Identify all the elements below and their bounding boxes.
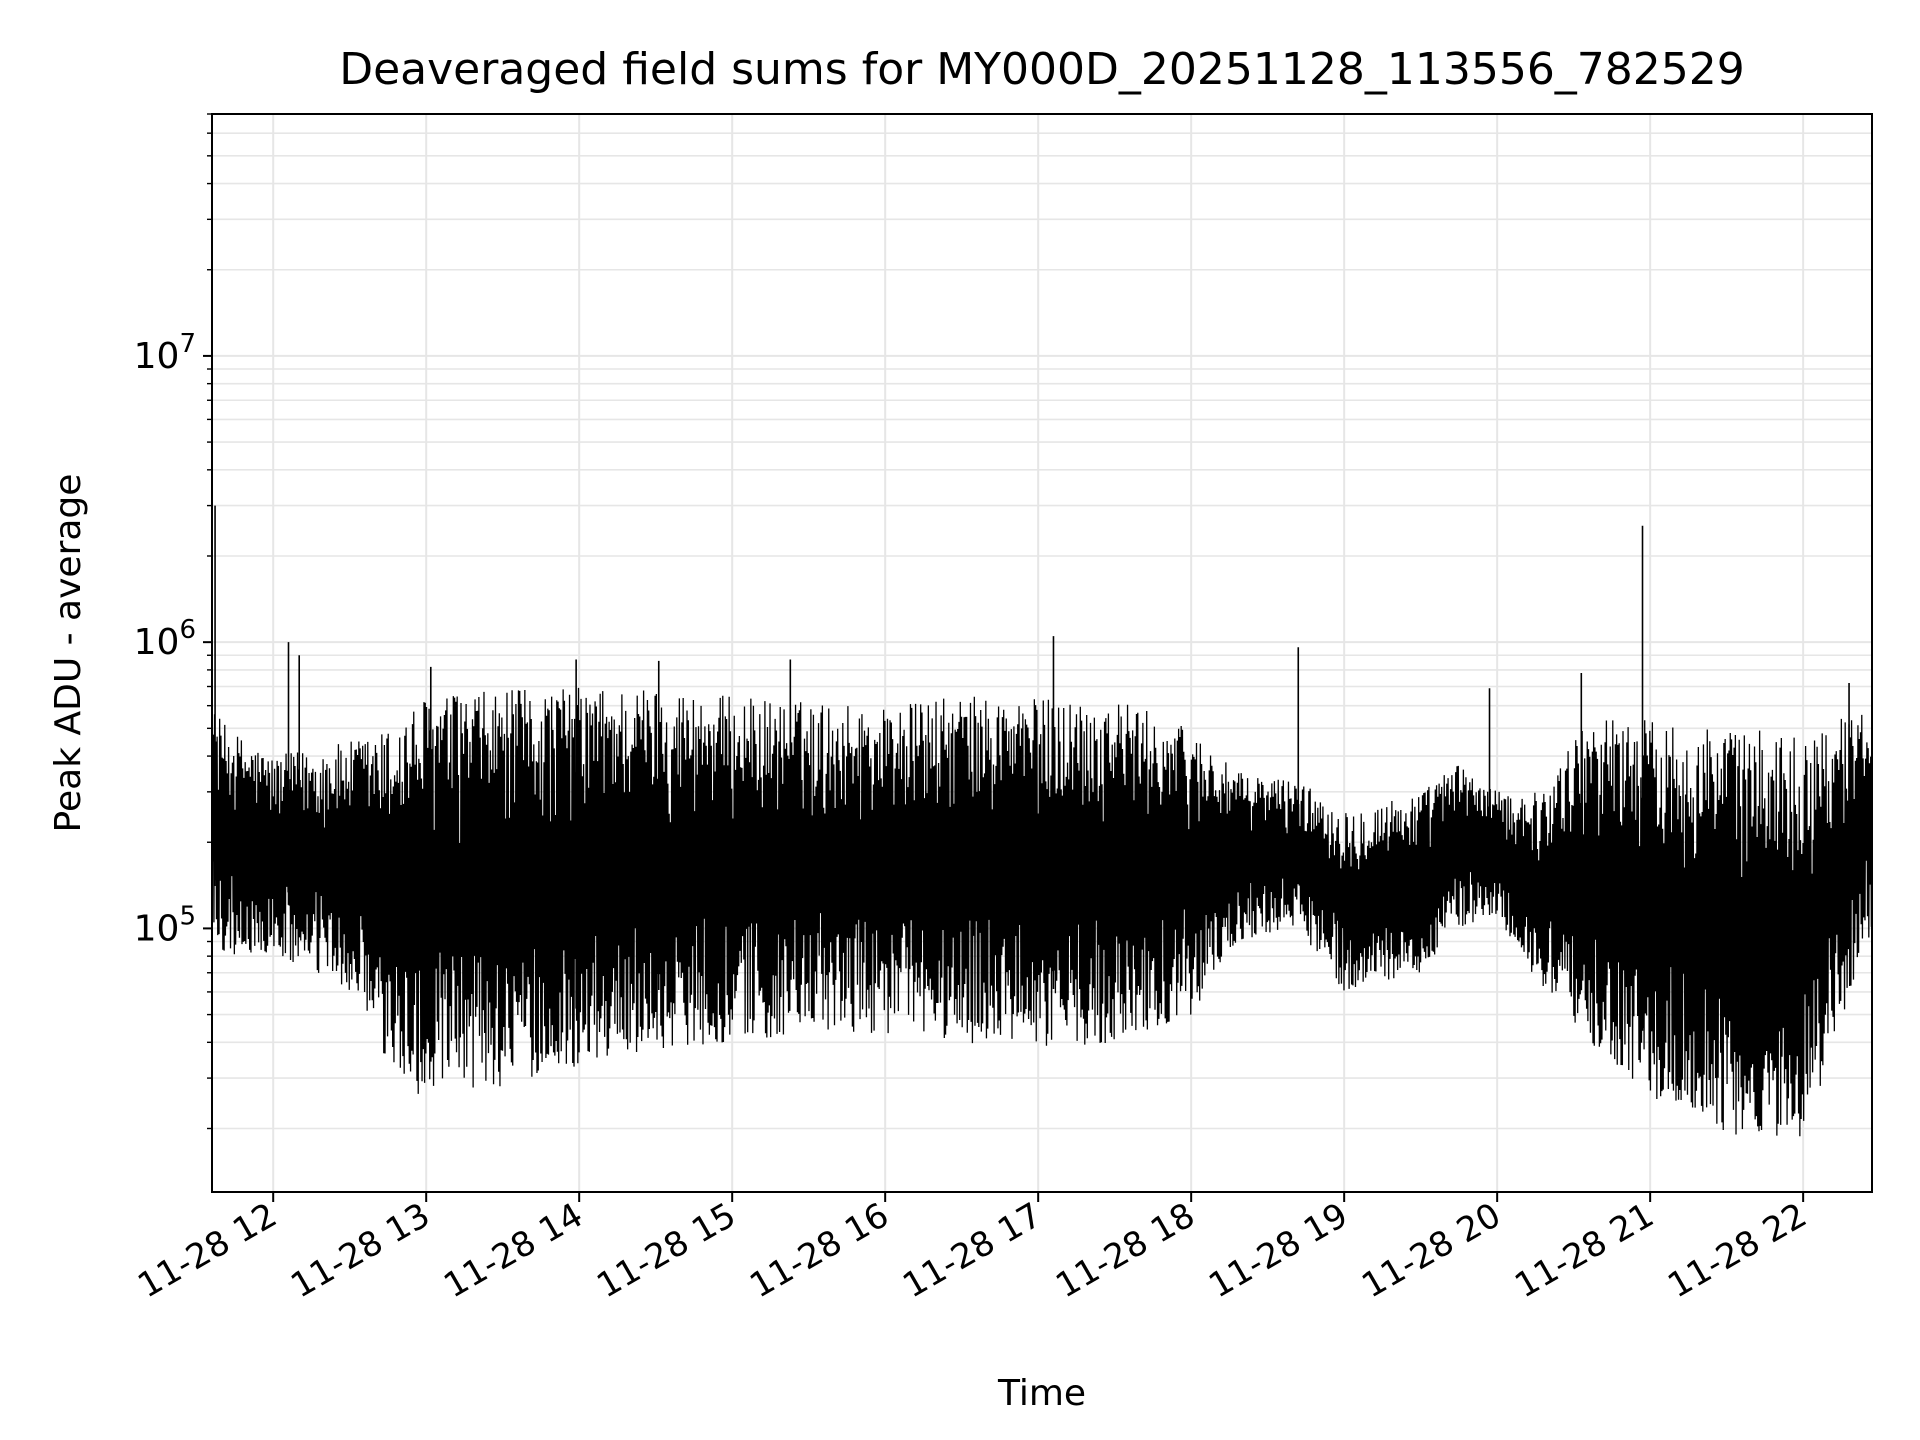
y-tick-label-base: 10 — [134, 908, 180, 949]
y-tick-label-exponent: 7 — [179, 329, 196, 359]
series-layer — [211, 505, 1873, 1137]
x-axis-label: Time — [997, 1373, 1086, 1414]
y-tick-label: 105 — [134, 901, 196, 949]
y-tick-label-exponent: 6 — [179, 615, 196, 645]
y-tick-label: 106 — [134, 615, 196, 663]
y-tick-label-exponent: 5 — [179, 901, 196, 931]
y-tick-label: 107 — [134, 329, 196, 377]
plot-frame — [211, 113, 1873, 1193]
chart-title: Deaveraged field sums for MY000D_2025112… — [339, 44, 1745, 95]
y-axis-label: Peak ADU - average — [48, 474, 89, 833]
data-series-line — [211, 687, 1873, 1137]
y-tick-label-base: 10 — [134, 622, 180, 663]
y-tick-label-base: 10 — [134, 336, 180, 377]
